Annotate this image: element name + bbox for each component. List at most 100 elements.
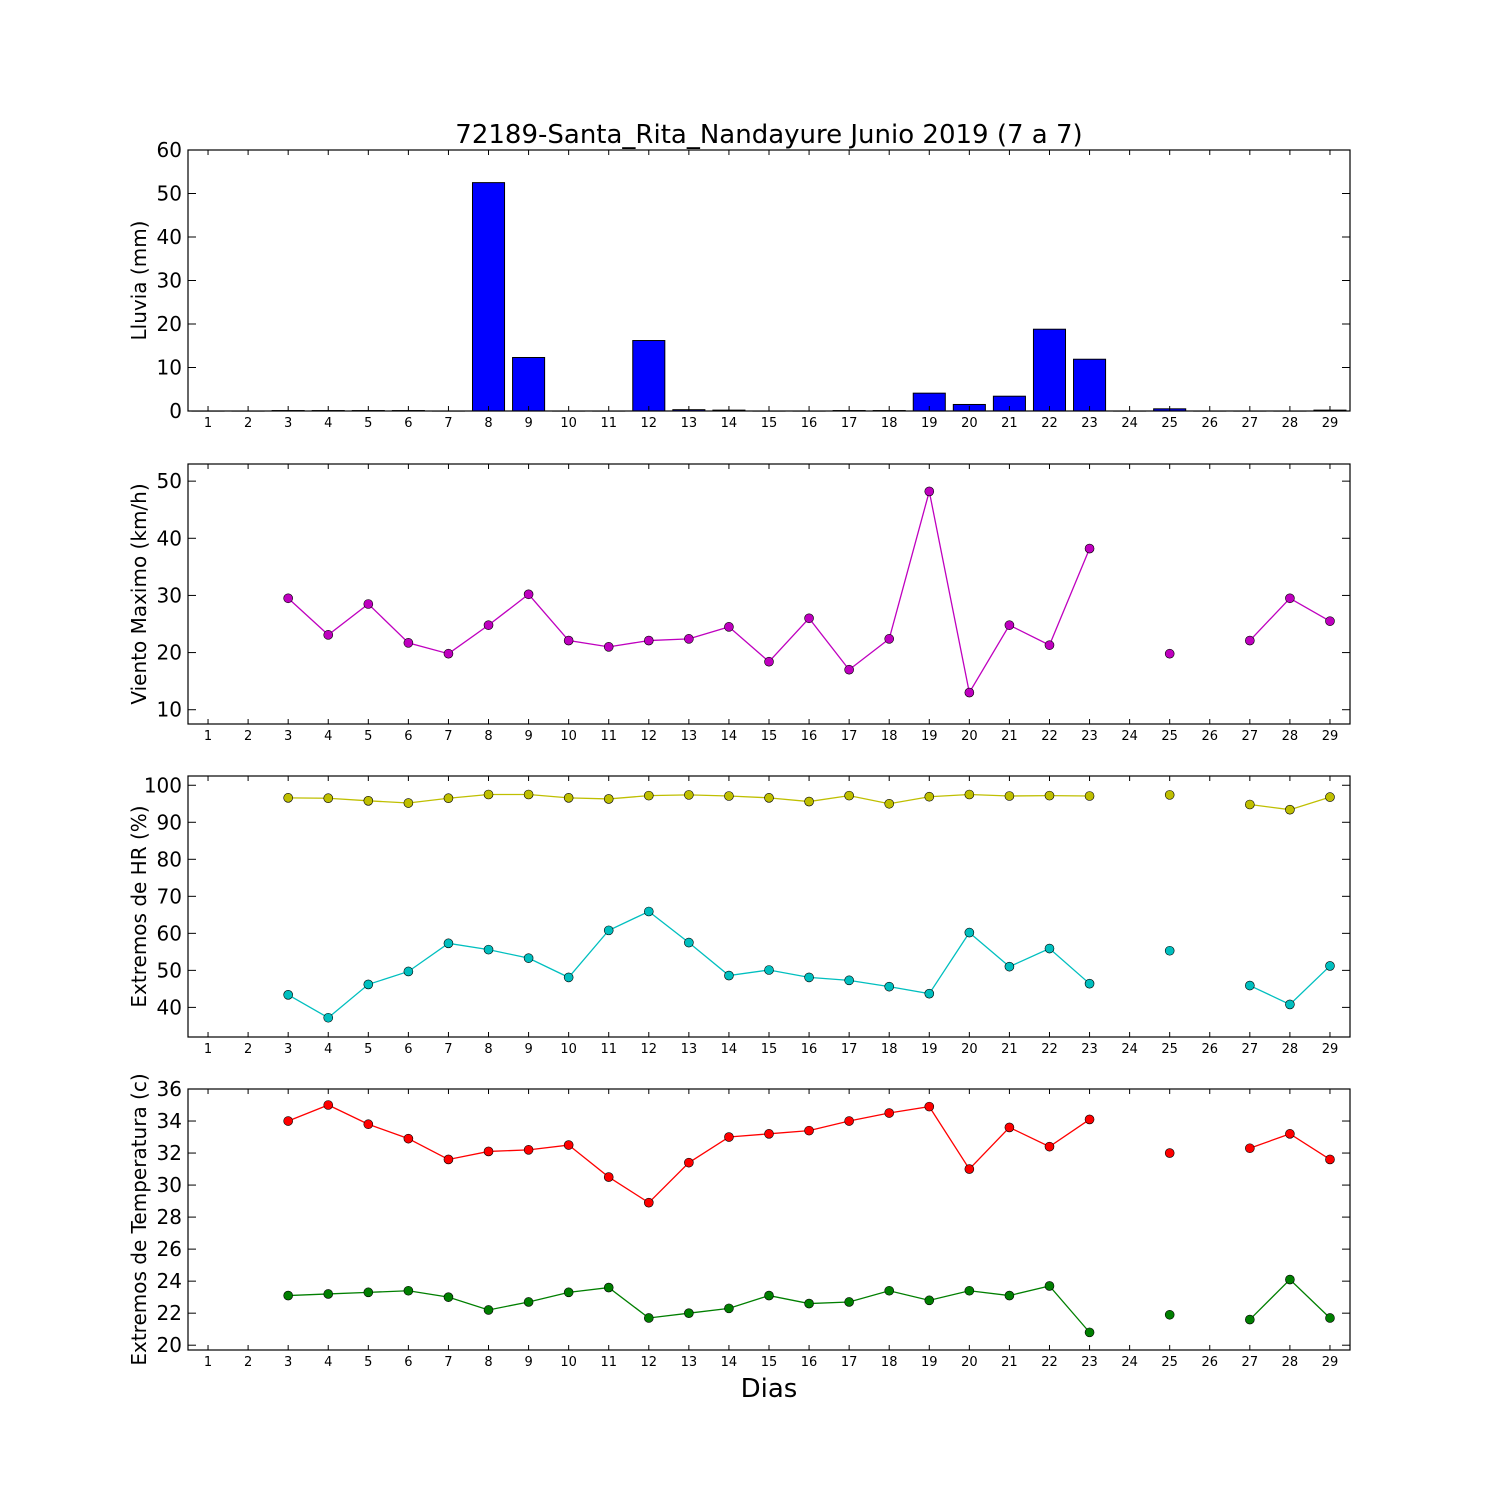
series-2-point-day-12 — [643, 1313, 654, 1323]
series-2-point-day-29 — [1325, 961, 1335, 971]
series-2-point-day-5 — [363, 1287, 374, 1298]
x-tick-label-17: 17 — [841, 1042, 858, 1057]
x-tick-label-1: 1 — [204, 729, 212, 744]
series-1-point-day-6 — [403, 1133, 414, 1144]
series-1-point-day-11 — [603, 794, 614, 804]
x-tick-label-7: 7 — [444, 416, 452, 431]
x-tick-label-8: 8 — [484, 729, 492, 744]
series-1-point-day-9 — [523, 789, 534, 800]
y-axis-label-extremos-de-temperatura-c: Extremos de Temperatura (c) — [127, 1073, 151, 1365]
x-tick-label-5: 5 — [364, 416, 372, 431]
series-2-line-segment-3 — [1249, 1278, 1331, 1321]
series-1-point-day-4 — [323, 1100, 334, 1110]
x-tick-label-9: 9 — [524, 1355, 532, 1370]
x-tick-label-6: 6 — [404, 416, 412, 431]
series-1-point-day-21 — [1004, 620, 1015, 630]
y-tick-label-20: 20 — [157, 1333, 182, 1357]
x-tick-label-18: 18 — [881, 1042, 898, 1057]
series-1-point-day-22 — [1044, 1141, 1055, 1152]
series-1-point-day-12 — [643, 1197, 654, 1208]
series-1-point-day-14 — [724, 791, 734, 801]
series-2-point-day-13 — [684, 1308, 694, 1318]
series-1-point-day-18 — [884, 798, 895, 809]
series-2-point-day-27 — [1245, 980, 1255, 991]
series-1-point-day-8 — [483, 1146, 494, 1157]
x-tick-label-22: 22 — [1041, 1042, 1058, 1057]
series-2-point-day-19 — [924, 988, 935, 999]
series-1-point-day-4 — [323, 793, 334, 804]
x-tick-label-17: 17 — [841, 416, 858, 431]
x-tick-label-2: 2 — [244, 1355, 252, 1370]
x-tick-label-29: 29 — [1322, 729, 1339, 744]
series-1-point-day-23 — [1084, 791, 1095, 801]
y-tick-label-28: 28 — [157, 1205, 182, 1229]
y-tick-label-22: 22 — [157, 1301, 182, 1325]
series-1-point-day-17 — [844, 1116, 854, 1126]
series-2-point-day-11 — [603, 925, 614, 936]
x-tick-label-26: 26 — [1201, 1355, 1218, 1370]
x-tick-label-3: 3 — [284, 1042, 292, 1057]
series-1-point-day-4 — [323, 630, 334, 640]
series-1-point-day-20 — [964, 789, 975, 800]
x-tick-label-2: 2 — [244, 729, 252, 744]
y-axis-label-extremos-de-hr: Extremos de HR (%) — [127, 805, 151, 1007]
series-2-point-day-14 — [724, 970, 734, 981]
x-tick-label-20: 20 — [961, 1042, 978, 1057]
series-2-point-day-18 — [884, 981, 895, 992]
series-1-point-day-29 — [1325, 1154, 1335, 1165]
x-tick-label-15: 15 — [761, 1355, 778, 1370]
x-tick-label-26: 26 — [1201, 416, 1218, 431]
series-1-point-day-16 — [804, 796, 814, 807]
x-tick-label-10: 10 — [560, 1042, 577, 1057]
x-tick-label-18: 18 — [881, 1355, 898, 1370]
plot-frame — [187, 463, 1351, 725]
x-tick-label-12: 12 — [641, 416, 658, 431]
y-tick-label-10: 10 — [157, 698, 182, 722]
series-2-point-day-9 — [523, 1297, 534, 1307]
x-tick-label-28: 28 — [1282, 1355, 1299, 1370]
series-1-point-day-8 — [483, 789, 494, 800]
x-tick-label-1: 1 — [204, 1355, 212, 1370]
series-1-point-day-19 — [924, 791, 935, 802]
series-1-point-day-25 — [1164, 790, 1175, 800]
y-tick-label-34: 34 — [157, 1109, 182, 1133]
x-tick-label-5: 5 — [364, 1042, 372, 1057]
series-1-point-day-14 — [724, 622, 734, 632]
series-1-point-day-22 — [1044, 790, 1055, 801]
y-tick-label-60: 60 — [157, 921, 182, 945]
series-1-point-day-27 — [1245, 1143, 1255, 1154]
series-2-point-day-7 — [443, 1292, 454, 1302]
series-2-point-day-8 — [483, 944, 494, 955]
x-tick-label-14: 14 — [721, 729, 738, 744]
x-tick-label-15: 15 — [761, 416, 778, 431]
panel-1: 1 2 3 4 5 6 7 8 9 10 11 12 13 14 15 16 17 18 19 20 21 22 23 24 2… — [127, 138, 1351, 431]
x-tick-label-20: 20 — [961, 729, 978, 744]
x-tick-label-16: 16 — [801, 1355, 818, 1370]
series-1-point-day-7 — [443, 648, 454, 659]
series-2-point-day-6 — [403, 966, 414, 977]
series-1-point-day-19 — [924, 486, 935, 497]
x-tick-label-2: 2 — [244, 416, 252, 431]
x-tick-label-9: 9 — [524, 729, 532, 744]
x-tick-label-24: 24 — [1121, 416, 1138, 431]
x-tick-label-29: 29 — [1322, 1042, 1339, 1057]
y-axis-label-lluvia-mm: Lluvia (mm) — [127, 221, 151, 341]
series-1-point-day-7 — [443, 793, 454, 804]
x-tick-label-11: 11 — [600, 1355, 617, 1370]
x-tick-label-19: 19 — [921, 1042, 938, 1057]
series-2-point-day-21 — [1004, 1290, 1015, 1301]
series-1-point-day-9 — [523, 589, 534, 600]
series-2-point-day-12 — [643, 906, 654, 917]
x-tick-label-26: 26 — [1201, 729, 1218, 744]
series-1-point-day-5 — [363, 1119, 374, 1130]
bar-day-8 — [471, 182, 506, 412]
x-tick-label-24: 24 — [1121, 1355, 1138, 1370]
bar-day-23 — [1073, 358, 1107, 412]
x-tick-label-4: 4 — [324, 416, 332, 431]
x-tick-label-10: 10 — [560, 416, 577, 431]
panel-3: 1 2 3 4 5 6 7 8 9 10 11 12 13 14 15 16 17 18 19 20 21 22 23 24 2… — [127, 773, 1351, 1057]
bar-day-12 — [632, 340, 666, 412]
y-tick-label-50: 50 — [157, 182, 182, 206]
series-2-point-day-22 — [1044, 943, 1055, 954]
series-2-point-day-16 — [804, 972, 814, 983]
